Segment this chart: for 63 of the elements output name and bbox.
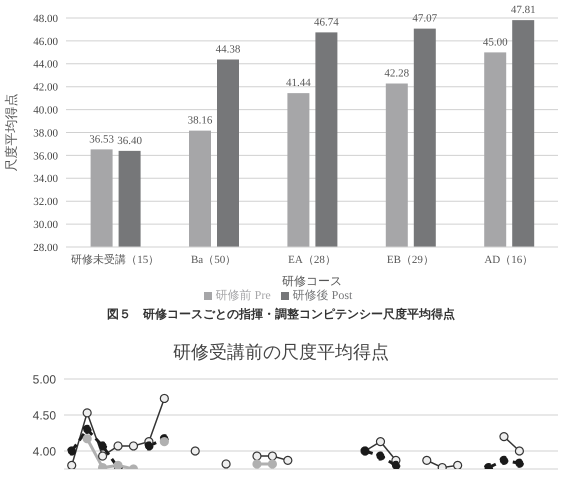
- x-axis-title: 研修コース: [282, 274, 342, 288]
- y-tick-label: 28.00: [33, 242, 58, 254]
- legend-label: 研修後 Post: [292, 288, 352, 302]
- point: [499, 456, 509, 465]
- y-tick-label: 38.00: [33, 127, 58, 140]
- point: [82, 434, 92, 444]
- point: [98, 451, 108, 461]
- point: [283, 456, 292, 465]
- data-label: 41.44: [286, 77, 312, 90]
- point: [160, 437, 169, 446]
- point: [268, 459, 278, 469]
- chart-title: 研修受講前の尺度平均得点: [172, 341, 390, 364]
- point: [82, 408, 92, 418]
- point: [252, 451, 262, 461]
- point: [67, 446, 76, 456]
- y-tick-label: 42.00: [33, 82, 58, 94]
- data-label: 46.74: [314, 16, 340, 28]
- point: [376, 451, 386, 461]
- y-tick-label: 34.00: [33, 173, 58, 186]
- point: [144, 441, 154, 451]
- y-tick-label: 46.00: [33, 36, 58, 48]
- point: [82, 424, 92, 434]
- y-tick-label: 32.00: [33, 196, 58, 208]
- point: [113, 441, 123, 451]
- point: [514, 446, 524, 456]
- y-tick-label: 4.50: [32, 408, 56, 422]
- point: [376, 437, 386, 446]
- legend-label: 研修前 Pre: [216, 288, 271, 302]
- data-label: 36.53: [89, 133, 114, 146]
- point: [160, 394, 169, 404]
- point: [221, 459, 231, 469]
- y-tick-label: 44.00: [33, 58, 58, 71]
- point: [422, 456, 432, 465]
- point: [128, 441, 138, 451]
- data-label: 42.28: [384, 67, 410, 80]
- x-tick-label: 研修未受講（15）: [71, 252, 160, 266]
- caption: 図５ 研修コースごとの指揮・調整コンピテンシー尺度平均得点: [106, 306, 456, 323]
- point: [268, 451, 278, 461]
- point: [190, 446, 200, 456]
- data-label: 36.40: [117, 134, 142, 147]
- x-tick-label: EA（28）: [288, 254, 336, 266]
- data-label: 47.07: [412, 12, 438, 25]
- x-tick-label: AD（16）: [484, 254, 534, 266]
- data-label: 38.16: [188, 114, 213, 127]
- point: [67, 460, 76, 469]
- x-tick-label: Ba（50）: [190, 254, 236, 266]
- point: [252, 459, 262, 469]
- y-tick-label: 48.00: [33, 12, 58, 25]
- y-tick-label: 5.00: [32, 372, 56, 386]
- y-tick-label: 40.00: [33, 104, 58, 117]
- y-tick-label: 36.00: [33, 150, 58, 162]
- y-axis-title: 尺度平均得点: [4, 94, 19, 172]
- y-tick-label: 4.00: [32, 444, 56, 458]
- x-tick-label: EB（29）: [386, 254, 434, 266]
- y-tick-label: 30.00: [33, 219, 58, 232]
- point: [391, 460, 401, 469]
- point: [514, 458, 524, 468]
- data-label: 44.38: [216, 43, 241, 56]
- point: [453, 460, 462, 469]
- point: [499, 432, 509, 442]
- data-label: 47.81: [510, 4, 536, 16]
- data-label: 45.00: [482, 36, 508, 48]
- point: [98, 441, 108, 451]
